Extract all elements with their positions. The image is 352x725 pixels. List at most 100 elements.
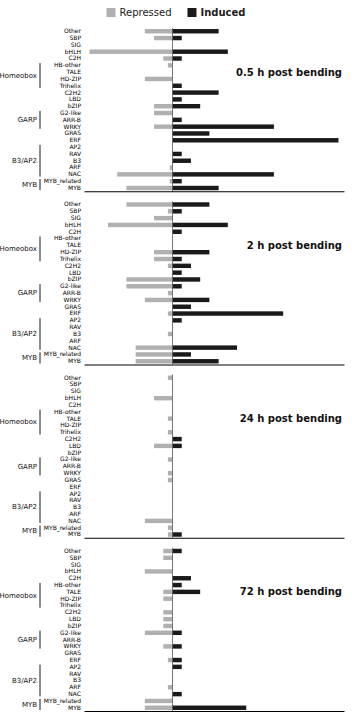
group-label: GARP [18,289,37,297]
bar [173,644,182,648]
tick: MYB [68,704,84,711]
bar [145,706,173,710]
bar [173,49,228,53]
panel: OtherSBPSIGbHLHC2HHB-otherTALEHD-ZIPTrih… [0,200,345,365]
center-line [172,201,173,364]
group-label: Homeobox [0,245,37,253]
panel-title: 24 h post bending [240,413,342,424]
group-bracket [40,236,41,261]
bar [173,359,219,363]
group-bracket [40,318,41,350]
bar [163,617,172,621]
legend-label: Repressed [120,7,172,18]
group-bracket [40,665,41,697]
bar [163,644,172,648]
bar [163,556,172,560]
panel-title: 0.5 h post bending [236,67,342,78]
bar [170,179,173,183]
center-line [172,375,173,538]
panel: OtherSBPSIGbHLHC2HHB-otherTALEHD-ZIPTrih… [0,27,345,192]
group-label: MYB [22,701,37,709]
legend-label: Induced [200,7,245,18]
bar [173,658,182,662]
group-bracket [40,179,41,190]
bar [173,444,182,448]
bar [173,124,274,128]
bar [154,124,172,128]
bar [168,416,173,420]
series [173,437,182,537]
center-line [172,548,173,711]
bar [173,270,182,274]
bar [173,90,219,94]
group-label: GARP [18,463,37,471]
bar [173,36,182,40]
bar [173,209,182,213]
group-bracket [40,699,41,710]
tick: MYB [68,184,84,191]
bar [126,284,172,288]
bar [145,298,173,302]
bar [136,345,173,349]
center-line [172,28,173,191]
bar [173,576,191,580]
bar [173,223,228,227]
group-bracket [40,111,41,129]
bar [126,186,172,190]
bar [173,172,274,176]
group-bracket [40,457,41,475]
group-bracket [40,583,41,608]
bar [173,264,191,268]
bar [90,49,173,53]
bar [173,311,284,315]
bar [173,277,201,281]
bar [173,159,191,163]
y-axis: OtherSBPSIGbHLHC2HHB-otherTALEHD-ZIPTrih… [44,374,84,538]
tick-label: MYB [68,184,81,191]
bar [154,216,172,220]
bar [173,56,182,60]
bar [168,291,173,295]
bar [173,318,182,322]
bar [173,532,182,536]
bar [173,138,339,142]
group-bracket [40,410,41,435]
bar [168,525,173,529]
y-axis: OtherSBPSIGbHLHC2HHB-otherTALEHD-ZIPTrih… [44,27,84,191]
tick: MYB [68,357,84,364]
bar [168,376,173,380]
bar [168,457,173,461]
panel: OtherSBPSIGbHLHC2HHB-otherTALEHD-ZIPTrih… [0,374,345,539]
axis-line [85,538,345,539]
bar [173,84,182,88]
bar [173,230,182,234]
group-bracket [40,63,41,88]
bar [163,610,172,614]
bar [145,29,173,33]
bar [173,305,191,309]
bar [168,658,173,662]
bar [173,284,182,288]
bar [168,63,173,67]
bar [163,56,172,60]
bar [168,209,173,213]
series [173,29,339,190]
bar [126,277,172,281]
group-label: B3/AP2 [12,157,37,165]
group-bracket [40,284,41,302]
bar [117,172,172,176]
bar [173,665,182,669]
bars [90,29,339,190]
bar [168,471,173,475]
bar [154,111,172,115]
group-label: MYB [22,354,37,362]
bars [145,376,182,537]
group-label: B3/AP2 [12,330,37,338]
bar [173,298,210,302]
legend-item: Induced [187,7,245,18]
bar [173,152,182,156]
series [108,202,173,363]
axis-line [85,711,345,712]
bar [173,437,182,441]
bar [145,631,173,635]
